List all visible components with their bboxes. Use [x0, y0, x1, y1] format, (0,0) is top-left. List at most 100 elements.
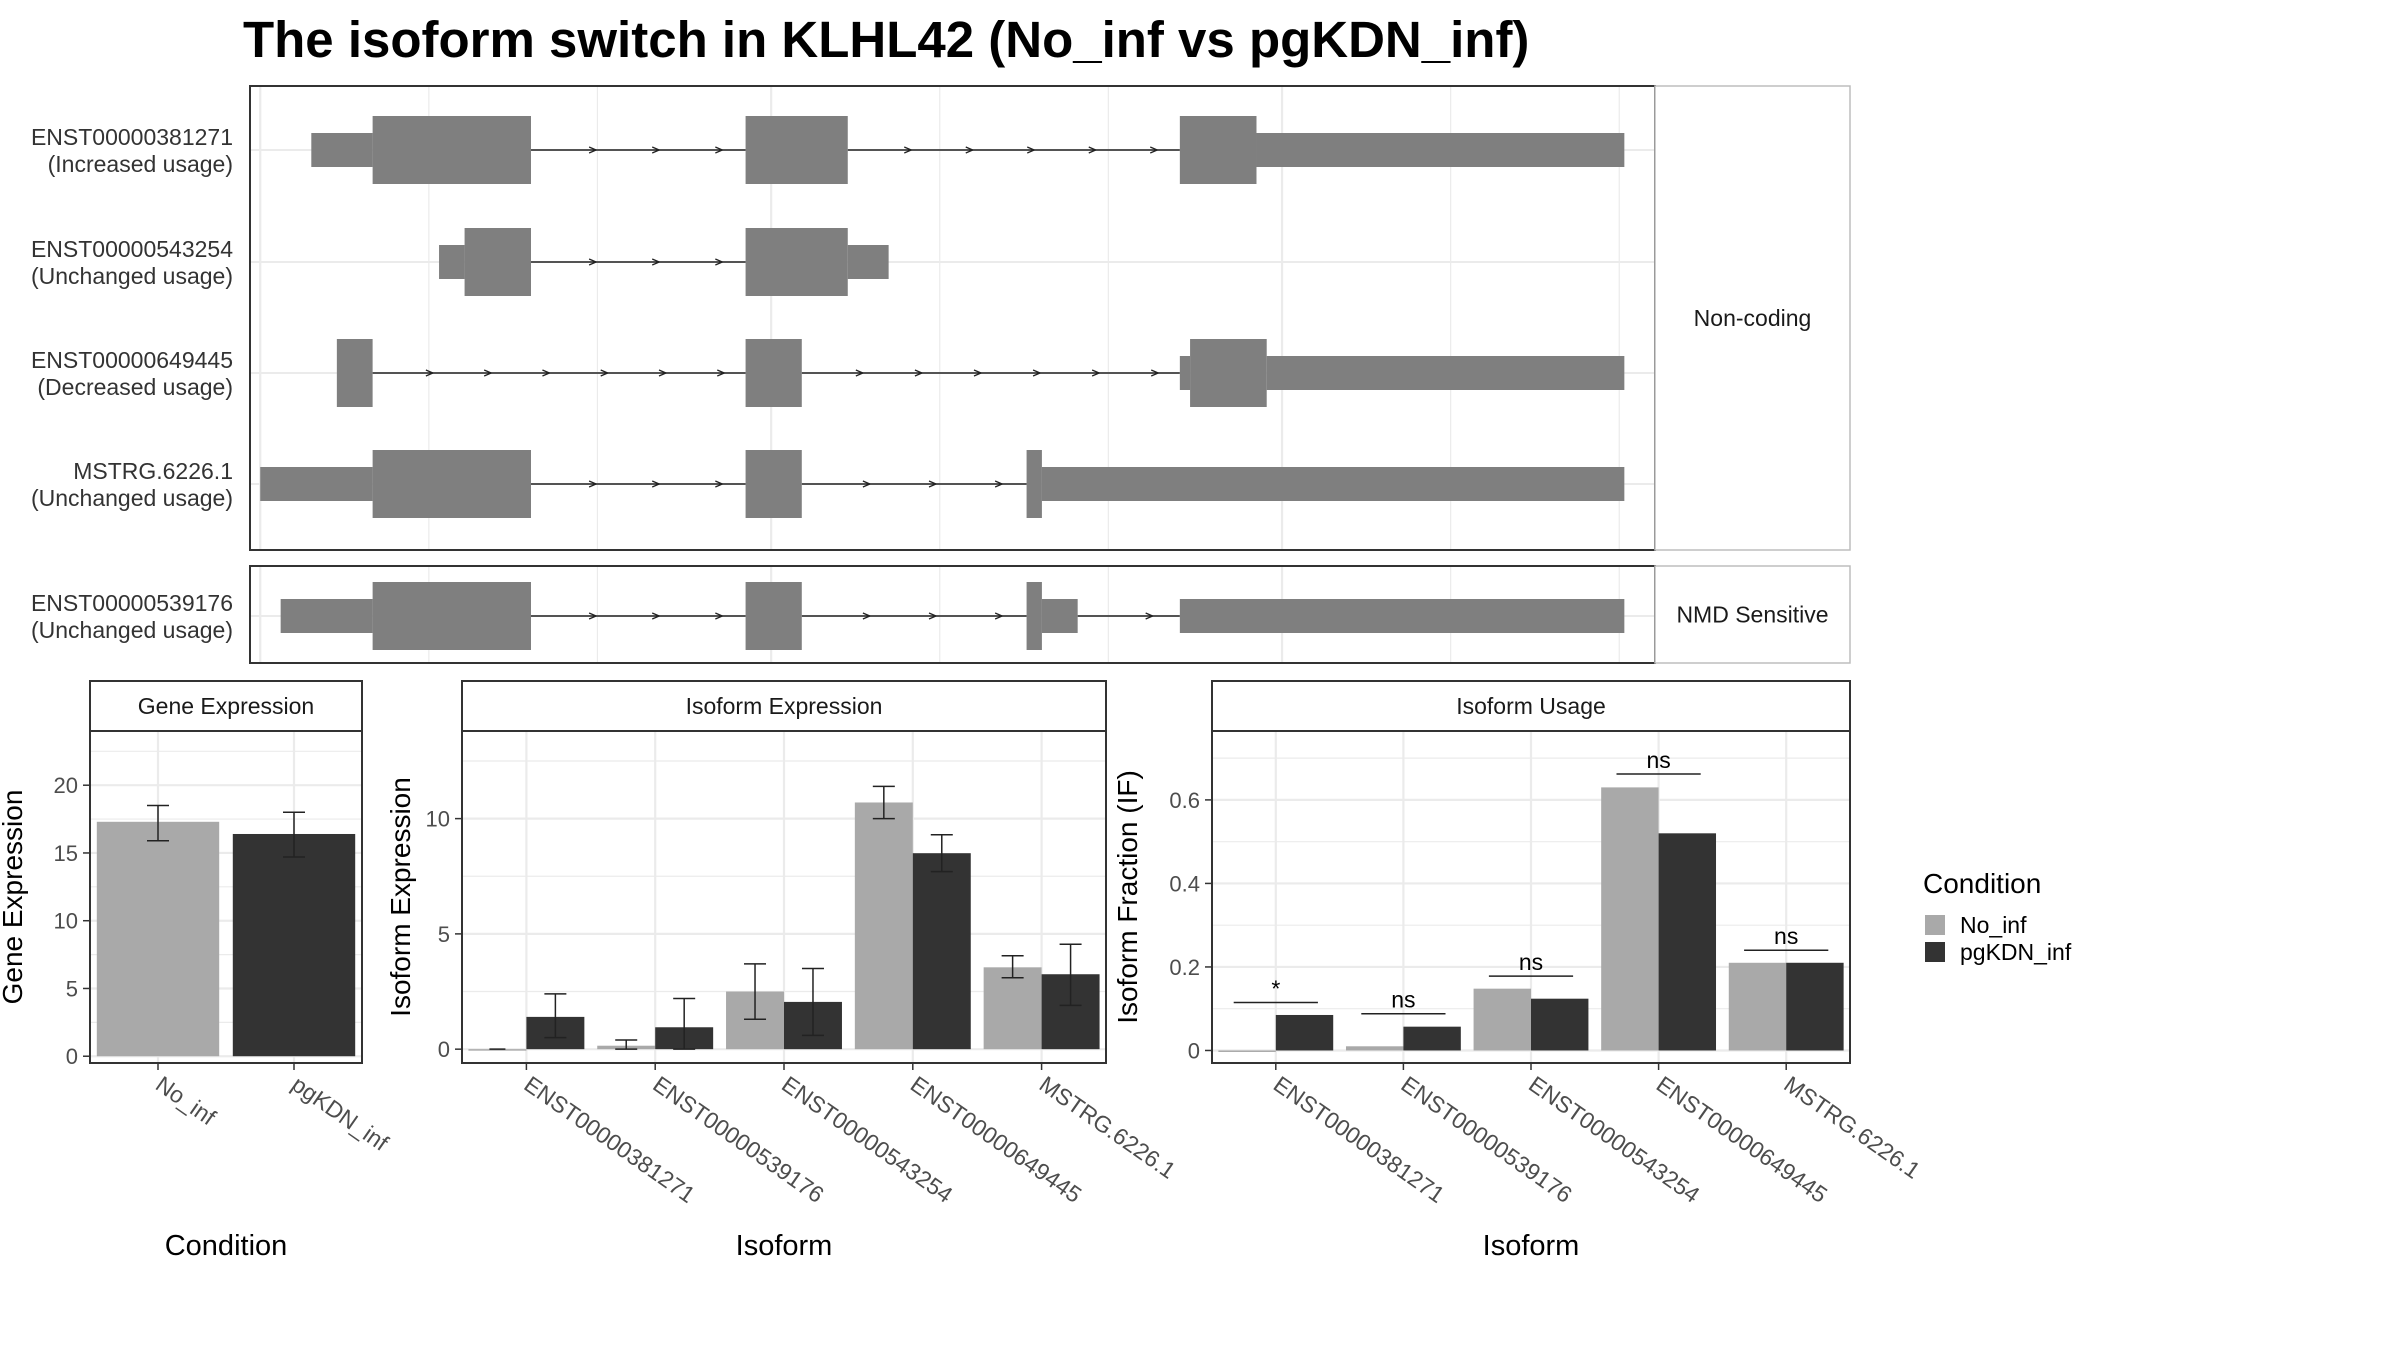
y-tick-label: 15 — [54, 841, 78, 866]
transcript-usage-label: (Unchanged usage) — [31, 485, 233, 511]
exon-coding — [1026, 450, 1042, 518]
intron-arrow — [855, 369, 865, 377]
condition-legend: Condition No_inf pgKDN_inf — [1923, 868, 2072, 965]
intron-arrow — [965, 146, 975, 154]
intron-arrow — [1145, 612, 1155, 620]
exon-utr — [1179, 356, 1191, 390]
intron-arrow — [651, 480, 661, 488]
exon-coding — [1190, 339, 1267, 407]
exon-coding — [745, 228, 848, 296]
intron-arrow — [651, 612, 661, 620]
significance-label: ns — [1646, 747, 1670, 773]
intron-arrow — [425, 369, 435, 377]
exon-utr — [1041, 467, 1625, 501]
y-tick-label: 0.2 — [1169, 955, 1200, 980]
significance-label: ns — [1519, 949, 1543, 975]
transcript-id-label: ENST00000381271 — [31, 124, 233, 150]
y-axis-title: Isoform Fraction (IF) — [1112, 770, 1143, 1024]
transcript-id-label: ENST00000543254 — [31, 236, 233, 262]
intron-arrow — [994, 612, 1004, 620]
x-axis-title: Isoform — [1483, 1230, 1580, 1262]
intron-arrow — [1088, 146, 1098, 154]
intron-arrow — [651, 146, 661, 154]
y-tick-label: 5 — [66, 976, 78, 1001]
intron-arrow — [715, 480, 724, 488]
y-tick-label: 0 — [438, 1037, 450, 1062]
bar — [1403, 1026, 1461, 1051]
y-tick-label: 0 — [66, 1044, 78, 1069]
legend-label-pgkdn-inf: pgKDN_inf — [1960, 939, 2072, 965]
x-tick-label: No_inf — [151, 1071, 221, 1131]
panel-strip — [89, 680, 363, 732]
exon-coding — [745, 582, 802, 650]
intron-arrow — [588, 258, 598, 266]
y-tick-label: 0.4 — [1169, 871, 1200, 896]
intron-arrow — [914, 369, 924, 377]
bar — [1531, 998, 1589, 1051]
y-tick-label: 10 — [426, 807, 450, 832]
panel-title: Gene Expression — [138, 693, 314, 719]
exon-coding — [745, 450, 802, 518]
exon-utr — [280, 599, 373, 633]
panel-title: Isoform Usage — [1456, 693, 1606, 719]
exon-utr — [311, 133, 373, 167]
intron-arrow — [658, 369, 668, 377]
intron-arrow — [651, 258, 661, 266]
bar — [232, 833, 356, 1057]
exon-utr — [1266, 356, 1625, 390]
intron-arrow — [715, 258, 724, 266]
bar — [1473, 988, 1531, 1051]
exon-coding — [1179, 116, 1257, 184]
structure-group-label: NMD Sensitive — [1676, 602, 1828, 628]
intron-arrow — [928, 612, 938, 620]
exon-utr — [1256, 133, 1625, 167]
exon-utr — [439, 245, 465, 279]
exon-coding — [372, 450, 531, 518]
intron-arrow — [600, 369, 610, 377]
bar — [854, 802, 913, 1050]
intron-arrow — [542, 369, 552, 377]
y-tick-label: 10 — [54, 909, 78, 934]
bar — [1275, 1014, 1334, 1051]
intron-arrow — [994, 480, 1004, 488]
x-axis-title: Condition — [165, 1230, 288, 1262]
transcript-structure-plot: ENST00000381271(Increased usage) ENST0000… — [31, 85, 1851, 664]
intron-arrow — [1150, 146, 1159, 154]
bar — [983, 967, 1042, 1050]
exon-coding — [745, 339, 802, 407]
exon-utr — [260, 467, 373, 501]
transcript-usage-label: (Unchanged usage) — [31, 263, 233, 289]
y-tick-label: 0.6 — [1169, 788, 1200, 813]
structure-group-label: Non-coding — [1694, 305, 1812, 331]
intron-arrow — [862, 612, 872, 620]
gene-expression-panel: Gene Expression 0 5 10 15 20 No_inf pgKDN_inf Ge… — [0, 680, 394, 1262]
exon-coding — [1026, 582, 1042, 650]
intron-arrow — [1027, 146, 1036, 154]
transcript-id-label: MSTRG.6226.1 — [73, 458, 233, 484]
bar — [1218, 1050, 1276, 1052]
bar — [1728, 962, 1787, 1051]
significance-label: ns — [1391, 987, 1415, 1013]
y-tick-label: 0 — [1188, 1038, 1200, 1063]
exon-coding — [372, 582, 531, 650]
intron-arrow — [973, 369, 983, 377]
intron-arrow — [1091, 369, 1101, 377]
intron-arrow — [904, 146, 913, 154]
structure-group-strip — [1654, 565, 1851, 664]
exon-coding — [336, 339, 373, 407]
significance-label: * — [1271, 975, 1280, 1001]
panel-title: Isoform Expression — [686, 693, 883, 719]
figure-title: The isoform switch in KLHL42 (No_inf vs … — [243, 11, 1529, 68]
exon-utr — [847, 245, 889, 279]
intron-arrow — [588, 146, 598, 154]
y-tick-label: 5 — [438, 922, 450, 947]
intron-arrow — [483, 369, 493, 377]
intron-arrow — [588, 612, 598, 620]
y-axis-title: Gene Expression — [0, 790, 28, 1005]
bar — [96, 821, 220, 1057]
x-axis-title: Isoform — [736, 1230, 833, 1262]
bar — [1786, 962, 1844, 1051]
legend-swatch-pgkdn-inf — [1925, 942, 1945, 962]
